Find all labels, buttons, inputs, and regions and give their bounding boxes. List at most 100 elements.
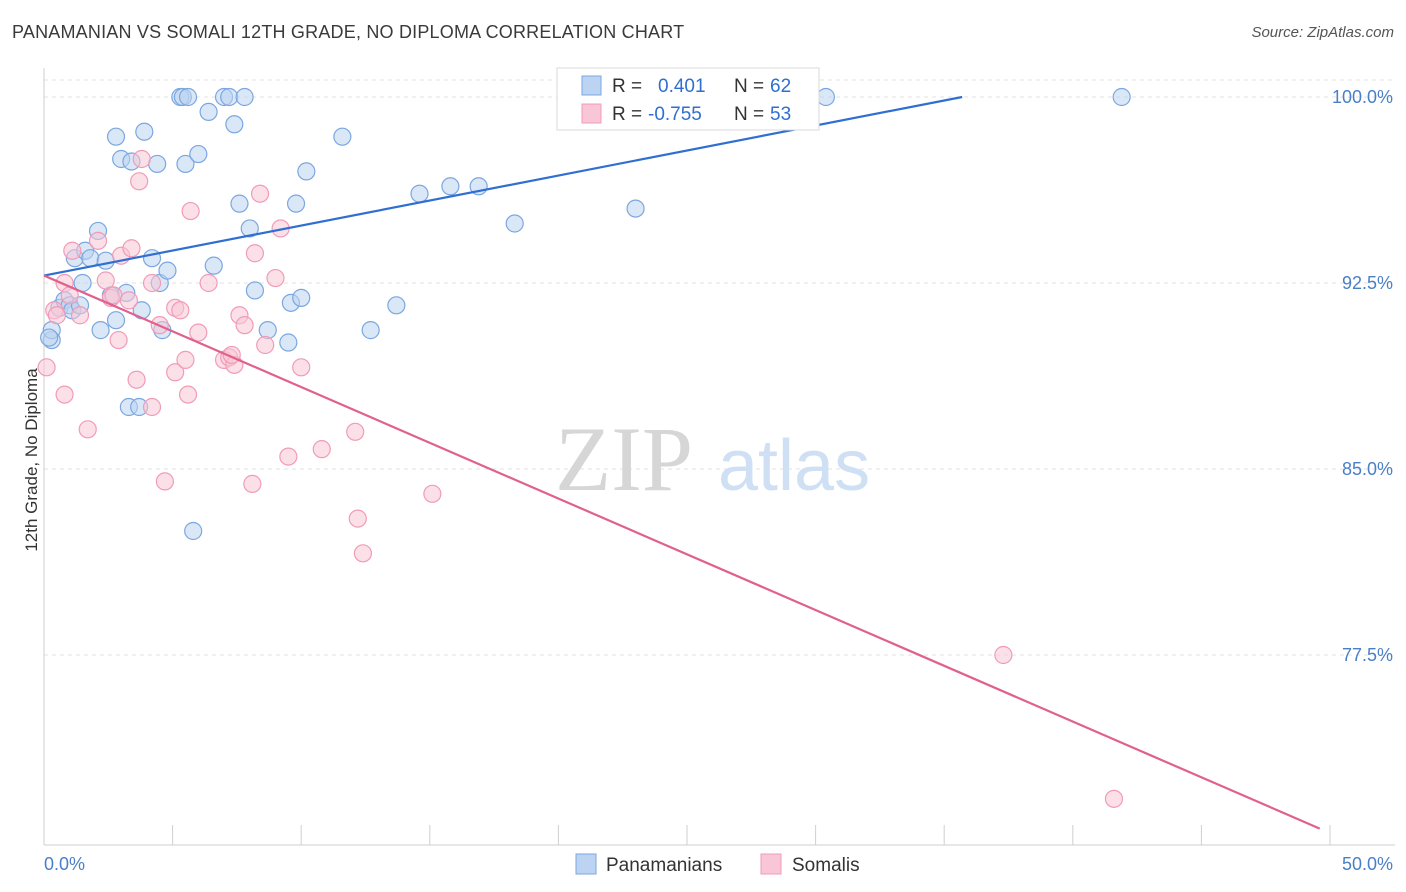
panamanians-trend-line bbox=[43, 95, 963, 277]
somalis-point-20 bbox=[142, 273, 162, 293]
somalis-point-26 bbox=[171, 301, 190, 320]
somalis-point-23 bbox=[155, 472, 174, 491]
somalis-point-31 bbox=[199, 273, 218, 293]
panamanians-point-38 bbox=[220, 87, 239, 107]
somalis-point-48 bbox=[353, 544, 373, 563]
panamanians-point-40 bbox=[230, 194, 249, 213]
panamanians-point-42 bbox=[240, 219, 259, 238]
series-legend-swatch-somalis bbox=[760, 853, 782, 875]
somalis-point-45 bbox=[312, 440, 331, 459]
panamanians-point-52 bbox=[387, 296, 406, 315]
somalis-point-49 bbox=[423, 484, 442, 503]
panamanians-point-15 bbox=[106, 311, 126, 330]
somalis-point-18 bbox=[130, 172, 149, 191]
series-somalis bbox=[37, 149, 1124, 808]
panamanians-point-13 bbox=[96, 251, 115, 270]
somalis-point-29 bbox=[181, 201, 200, 221]
legend-swatch-blue bbox=[581, 75, 602, 96]
series-legend: Panamanians Somalis bbox=[575, 853, 860, 876]
somalis-point-40 bbox=[256, 335, 275, 355]
axes bbox=[43, 68, 1395, 846]
y-tick-label-2: 85.0% bbox=[1342, 459, 1393, 479]
somalis-point-50 bbox=[994, 645, 1013, 665]
panamanians-point-39 bbox=[225, 115, 244, 134]
y-tick-label-3: 77.5% bbox=[1342, 645, 1393, 665]
somalis-point-3 bbox=[55, 385, 74, 404]
somalis-point-7 bbox=[70, 306, 90, 325]
somalis-point-51 bbox=[1104, 789, 1124, 808]
x-tick-label-min: 0.0% bbox=[44, 854, 85, 874]
panamanians-point-24 bbox=[142, 249, 162, 268]
data-points bbox=[37, 87, 1131, 808]
panamanians-point-31 bbox=[176, 154, 195, 174]
panamanians-point-34 bbox=[189, 144, 208, 164]
somalis-point-12 bbox=[104, 286, 123, 305]
source-label: Source: ZipAtlas.com bbox=[1251, 24, 1394, 41]
somalis-point-6 bbox=[63, 241, 82, 260]
somalis-point-37 bbox=[243, 474, 262, 493]
panamanians-point-41 bbox=[235, 87, 254, 107]
somalis-point-16 bbox=[122, 239, 141, 258]
panamanians-point-36 bbox=[204, 256, 223, 275]
somalis-point-30 bbox=[189, 323, 208, 342]
panamanians-point-44 bbox=[258, 321, 277, 340]
panamanians-point-10 bbox=[81, 249, 100, 268]
somalis-point-21 bbox=[142, 397, 162, 417]
panamanians-point-60 bbox=[1112, 87, 1131, 107]
panamanians-point-51 bbox=[361, 321, 380, 340]
watermark-atlas: atlas bbox=[718, 426, 870, 506]
somalis-point-2 bbox=[47, 306, 66, 325]
stats-legend: R = 0.401 N = 62 R = -0.755 N = 53 bbox=[556, 67, 820, 131]
panamanians-point-23 bbox=[135, 122, 154, 141]
panamanians-point-32 bbox=[178, 87, 198, 107]
panamanians-point-12 bbox=[91, 321, 110, 340]
somalis-point-43 bbox=[279, 447, 298, 466]
legend-r-value-1: 0.401 bbox=[658, 76, 706, 97]
legend-r-label-2: R = bbox=[612, 104, 642, 125]
watermark: ZIP atlas bbox=[555, 408, 870, 510]
somalis-point-25 bbox=[166, 363, 185, 382]
somalis-point-15 bbox=[119, 291, 138, 310]
panamanians-point-47 bbox=[286, 194, 306, 213]
somalis-point-9 bbox=[88, 231, 108, 250]
somalis-point-36 bbox=[235, 316, 254, 335]
legend-r-value-2: -0.755 bbox=[648, 104, 702, 125]
somalis-point-19 bbox=[132, 149, 151, 169]
panamanians-point-54 bbox=[441, 177, 460, 196]
somalis-point-28 bbox=[178, 385, 198, 404]
panamanians-point-45 bbox=[279, 333, 298, 352]
panamanians-point-35 bbox=[199, 102, 218, 121]
panamanians-point-57 bbox=[626, 199, 645, 218]
chart-title: PANAMANIAN VS SOMALI 12TH GRADE, NO DIPL… bbox=[12, 22, 685, 42]
legend-r-label-1: R = bbox=[612, 76, 642, 97]
somalis-point-0 bbox=[37, 358, 56, 377]
somalis-point-17 bbox=[127, 370, 146, 389]
y-tick-labels: 100.0% 92.5% 85.0% 77.5% bbox=[1332, 87, 1393, 665]
series-panamanians bbox=[40, 87, 1131, 541]
legend-swatch-pink bbox=[581, 103, 602, 124]
x-tick-label-max: 50.0% bbox=[1342, 854, 1393, 874]
panamanians-point-53 bbox=[410, 184, 429, 203]
somalis-point-27 bbox=[176, 350, 195, 369]
panamanians-point-33 bbox=[184, 521, 203, 541]
legend-n-label-2: N = bbox=[734, 104, 764, 125]
somalis-trend-line bbox=[43, 274, 1321, 830]
panamanians-point-25 bbox=[148, 154, 167, 174]
panamanians-point-49 bbox=[297, 162, 316, 181]
y-axis-title: 12th Grade, No Diploma bbox=[22, 368, 41, 552]
panamanians-point-59 bbox=[816, 87, 835, 107]
somalis-point-38 bbox=[245, 244, 265, 263]
legend-n-value-1: 62 bbox=[770, 76, 791, 97]
panamanians-point-61 bbox=[40, 328, 59, 347]
panamanians-point-56 bbox=[505, 214, 524, 233]
somalis-point-8 bbox=[78, 420, 97, 439]
somalis-point-13 bbox=[109, 330, 128, 350]
legend-n-label-1: N = bbox=[734, 76, 764, 97]
somalis-point-46 bbox=[346, 422, 365, 441]
panamanians-point-28 bbox=[158, 261, 177, 280]
watermark-zip: ZIP bbox=[555, 408, 693, 510]
somalis-point-41 bbox=[266, 268, 285, 288]
y-tick-label-0: 100.0% bbox=[1332, 87, 1393, 107]
somalis-point-39 bbox=[250, 184, 270, 203]
somalis-point-44 bbox=[292, 358, 311, 377]
